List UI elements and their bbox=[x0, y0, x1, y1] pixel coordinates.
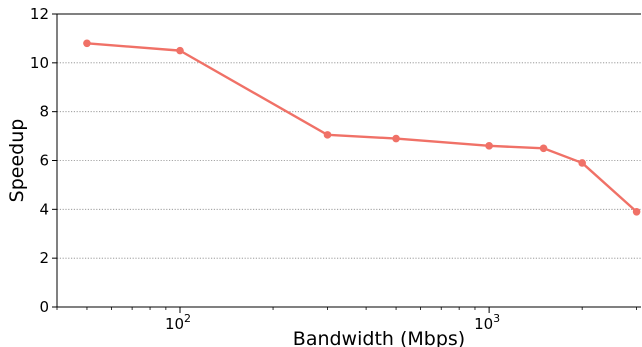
data-point bbox=[539, 144, 548, 153]
y-tick-label: 4 bbox=[39, 200, 49, 218]
x-axis-label: Bandwidth (Mbps) bbox=[293, 328, 465, 347]
y-tick-label: 0 bbox=[39, 298, 49, 316]
y-tick-label: 6 bbox=[39, 152, 49, 170]
y-tick-label: 12 bbox=[30, 5, 49, 23]
y-tick-label: 10 bbox=[30, 54, 49, 72]
y-tick-label: 8 bbox=[39, 103, 49, 121]
data-point bbox=[176, 46, 184, 55]
grid-lines bbox=[57, 62, 641, 259]
data-point bbox=[83, 39, 91, 48]
data-point bbox=[485, 142, 493, 150]
x-tick-label: 103 bbox=[474, 312, 500, 333]
series-line bbox=[86, 42, 638, 213]
series-layer bbox=[83, 39, 641, 216]
y-tick-label: 2 bbox=[39, 249, 49, 267]
ticks: 0 2 4 6 8 10 12 102 103 bbox=[30, 5, 637, 333]
data-point bbox=[578, 159, 586, 167]
data-point bbox=[392, 134, 400, 143]
y-axis-label: Speedup bbox=[6, 119, 28, 203]
data-point bbox=[632, 207, 641, 216]
data-point bbox=[323, 131, 332, 139]
x-tick-label: 102 bbox=[165, 312, 191, 333]
